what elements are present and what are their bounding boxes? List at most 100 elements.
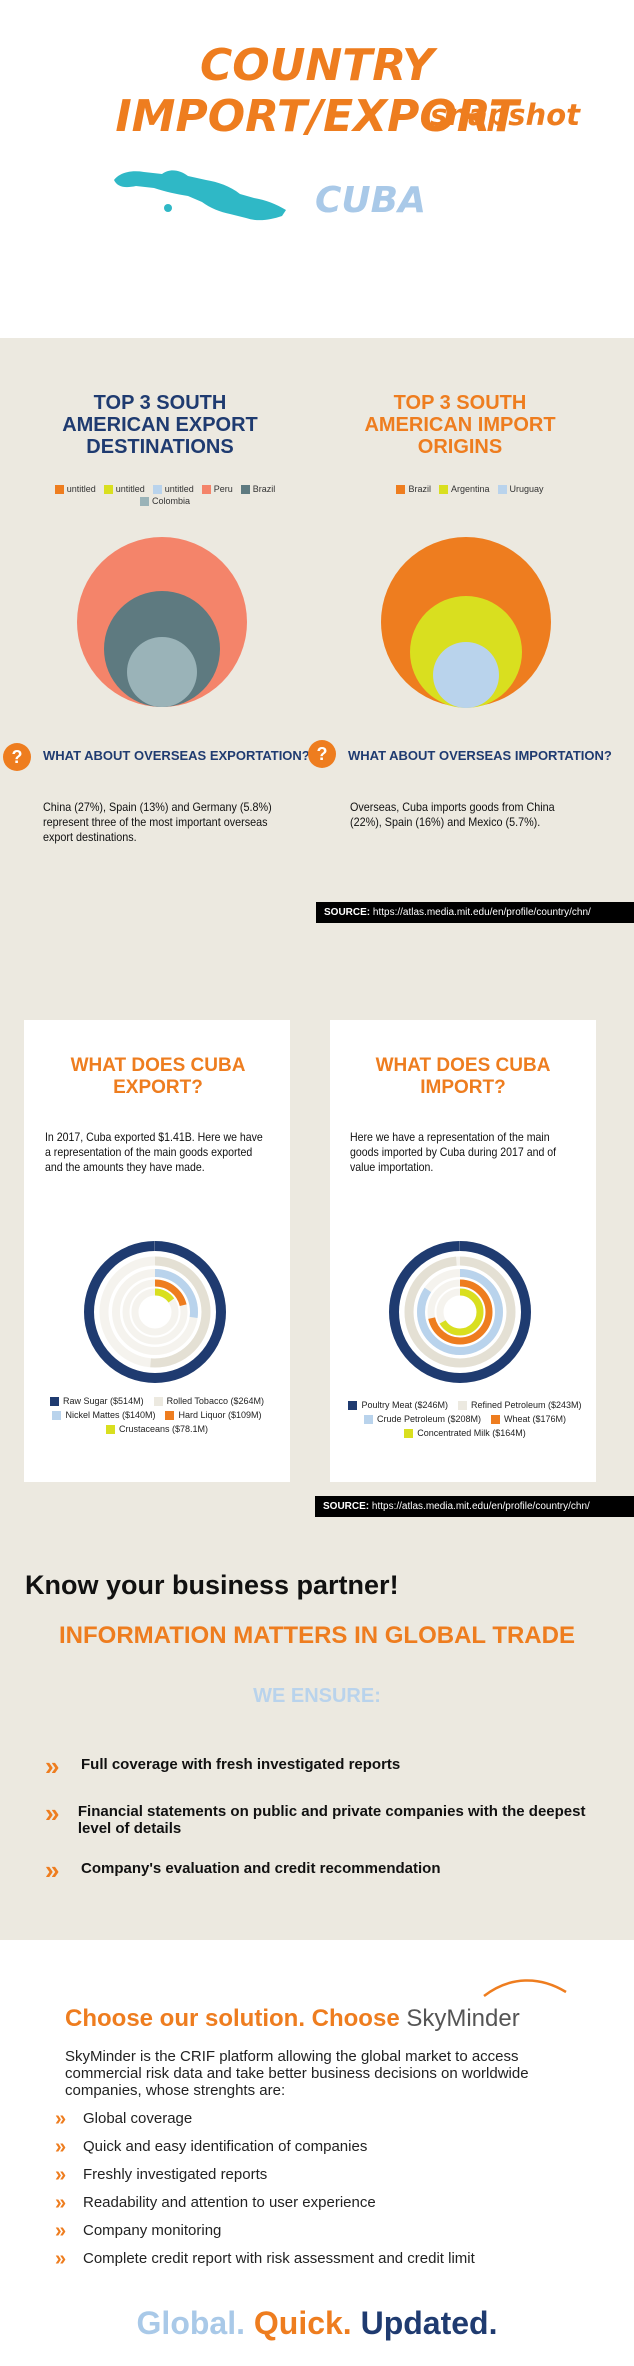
chevron-right-icon: » <box>55 2219 67 2242</box>
chevron-right-icon: » <box>45 1855 60 1885</box>
source-label: SOURCE: <box>324 907 371 918</box>
legend-label: Colombia <box>151 496 191 506</box>
ensure-item: » Financial statements on public and pri… <box>45 1798 586 1837</box>
ring-arc <box>389 1241 531 1383</box>
legend-label: Concentrated Milk ($164M) <box>417 1428 526 1438</box>
import-goods-title: WHAT DOES CUBA IMPORT? <box>375 1055 551 1098</box>
export-goods-text: In 2017, Cuba exported $1.41B. Here we h… <box>45 1130 263 1174</box>
question-icon: ? <box>3 743 31 771</box>
bubble-uruguay <box>433 642 499 708</box>
legend-label: Rolled Tobacco ($264M) <box>166 1396 264 1406</box>
chevron-right-icon: » <box>55 2107 67 2130</box>
partner-heading: Know your business partner! <box>25 1570 399 1600</box>
legend-label: Brazil <box>408 484 431 494</box>
feature-item: » Readability and attention to user exper… <box>55 2191 376 2214</box>
legend-swatch <box>52 1410 62 1420</box>
legend-item: Hard Liquor ($109M) <box>165 1410 262 1420</box>
source-label: SOURCE: <box>323 1501 370 1512</box>
legend-item: Refined Petroleum ($243M) <box>457 1400 582 1410</box>
import-goods-text: Here we have a representation of the mai… <box>350 1130 557 1174</box>
legend-item: Wheat ($176M) <box>491 1414 566 1424</box>
legend-swatch <box>152 484 162 494</box>
import-origins-legend: Brazil Argentina Uruguay <box>360 484 580 494</box>
legend-swatch <box>50 1396 60 1406</box>
legend-label: Peru <box>213 484 233 494</box>
source-bar: SOURCE: https://atlas.media.mit.edu/en/p… <box>315 1496 634 1517</box>
source-link[interactable]: https://atlas.media.mit.edu/en/profile/c… <box>372 907 591 918</box>
legend-label: Wheat ($176M) <box>504 1414 567 1424</box>
ring-arc <box>84 1241 226 1383</box>
legend-label: Raw Sugar ($514M) <box>63 1396 144 1406</box>
legend-label: Crude Petroleum ($208M) <box>376 1414 481 1424</box>
legend-item: Brazil <box>396 484 431 494</box>
legend-label: Crustaceans ($78.1M) <box>118 1424 209 1434</box>
legend-swatch <box>497 484 507 494</box>
page-title: COUNTRY IMPORT/EXPORT <box>115 40 519 142</box>
page-subtitle: snapshot <box>430 98 580 132</box>
overseas-import-heading: WHAT ABOUT OVERSEAS IMPORTATION? <box>348 748 612 763</box>
legend-swatch <box>201 484 211 494</box>
legend-item: untitled <box>54 484 96 494</box>
legend-label: Uruguay <box>509 484 544 494</box>
ensure-heading: WE ENSURE: <box>253 1685 381 1707</box>
legend-item: Concentrated Milk ($164M) <box>404 1428 526 1438</box>
source-bar: SOURCE: https://atlas.media.mit.edu/en/p… <box>316 902 634 923</box>
chevron-right-icon: » <box>45 1751 60 1781</box>
export-destinations-title: TOP 3 SOUTH AMERICAN EXPORT DESTINATIONS <box>62 392 258 458</box>
overseas-import-text: Overseas, Cuba imports goods from China … <box>350 800 555 829</box>
legend-label: Hard Liquor ($109M) <box>178 1410 262 1420</box>
legend-item: Crude Petroleum ($208M) <box>363 1414 481 1424</box>
legend-item: Peru <box>201 484 233 494</box>
legend-swatch <box>348 1400 358 1410</box>
feature-list: » Global coverage » Quick and easy identifi… <box>55 2107 595 2278</box>
legend-swatch <box>105 1424 115 1434</box>
ring-arc <box>112 1269 198 1355</box>
export-destinations-bubbles <box>77 537 247 707</box>
legend-item: Poultry Meat ($246M) <box>348 1400 448 1410</box>
legend-swatch <box>153 1396 163 1406</box>
ring-arc <box>417 1269 503 1355</box>
legend-swatch <box>139 496 149 506</box>
question-icon: ? <box>308 740 336 768</box>
legend-item: untitled <box>152 484 194 494</box>
ring-arc <box>99 1256 211 1368</box>
export-destinations-legend: untitled untitled untitled Peru Brazil Colomb… <box>40 484 290 506</box>
export-goods-title: WHAT DOES CUBA EXPORT? <box>70 1055 246 1098</box>
choose-heading: Choose our solution. Choose SkyMinder <box>65 2005 520 2032</box>
feature-item: » Complete credit report with risk assess… <box>55 2247 475 2270</box>
legend-label: Refined Petroleum ($243M) <box>470 1400 582 1410</box>
legend-label: untitled <box>164 484 194 494</box>
feature-item: » Quick and easy identification of compan… <box>55 2135 368 2158</box>
legend-swatch <box>457 1400 467 1410</box>
partner-subheading: INFORMATION MATTERS IN GLOBAL TRADE <box>59 1622 575 1649</box>
overseas-export-text: China (27%), Spain (13%) and Germany (5.… <box>43 800 272 844</box>
solution-description: SkyMinder is the CRIF platform allowing … <box>65 2048 529 2099</box>
ring-arc <box>131 1288 179 1336</box>
chevron-right-icon: » <box>55 2191 67 2214</box>
export-goods-radial-chart <box>84 1241 226 1383</box>
feature-item: » Company monitoring <box>55 2219 222 2242</box>
ring-arc <box>427 1279 493 1345</box>
import-origins-title: TOP 3 SOUTH AMERICAN IMPORT ORIGINS <box>364 392 556 458</box>
export-goods-legend: Raw Sugar ($514M) Rolled Tobacco ($264M) N… <box>34 1396 280 1434</box>
feature-item: » Global coverage <box>55 2107 193 2130</box>
legend-item: untitled <box>103 484 145 494</box>
import-origins-bubbles <box>381 537 551 708</box>
legend-label: untitled <box>66 484 96 494</box>
legend-item: Uruguay <box>497 484 544 494</box>
legend-swatch <box>54 484 64 494</box>
bubble-colombia <box>127 637 197 707</box>
import-goods-legend: Poultry Meat ($246M) Refined Petroleum ($… <box>334 1400 596 1438</box>
skyminder-logo: SkyMinder <box>406 2005 520 2032</box>
ring-arc <box>122 1279 188 1345</box>
chevron-right-icon: » <box>55 2247 67 2270</box>
chevron-right-icon: » <box>55 2163 67 2186</box>
source-link[interactable]: https://atlas.media.mit.edu/en/profile/c… <box>371 1501 590 1512</box>
legend-label: Poultry Meat ($246M) <box>361 1400 448 1410</box>
legend-swatch <box>240 484 250 494</box>
ensure-item: » Company's evaluation and credit recomm… <box>45 1855 441 1885</box>
ring-arc <box>404 1256 516 1368</box>
overseas-export-heading: WHAT ABOUT OVERSEAS EXPORTATION? <box>43 748 310 763</box>
ensure-item: » Full coverage with fresh investigated … <box>45 1751 401 1781</box>
legend-item: Colombia <box>139 496 191 506</box>
